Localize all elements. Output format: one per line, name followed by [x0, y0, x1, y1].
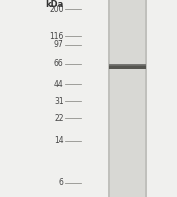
Bar [108, 0, 147, 197]
Text: 200: 200 [49, 5, 64, 14]
Text: 6: 6 [59, 178, 64, 187]
Text: 97: 97 [54, 40, 64, 49]
Bar [109, 64, 146, 65]
Text: 116: 116 [49, 32, 64, 41]
Bar [145, 0, 147, 197]
Text: 31: 31 [54, 97, 64, 106]
Bar [109, 65, 146, 66]
Bar [108, 0, 110, 197]
Text: kDa: kDa [45, 0, 64, 9]
Text: 14: 14 [54, 136, 64, 145]
Text: 44: 44 [54, 80, 64, 88]
Bar [109, 64, 146, 69]
Text: 66: 66 [54, 59, 64, 68]
Text: 22: 22 [54, 114, 64, 123]
